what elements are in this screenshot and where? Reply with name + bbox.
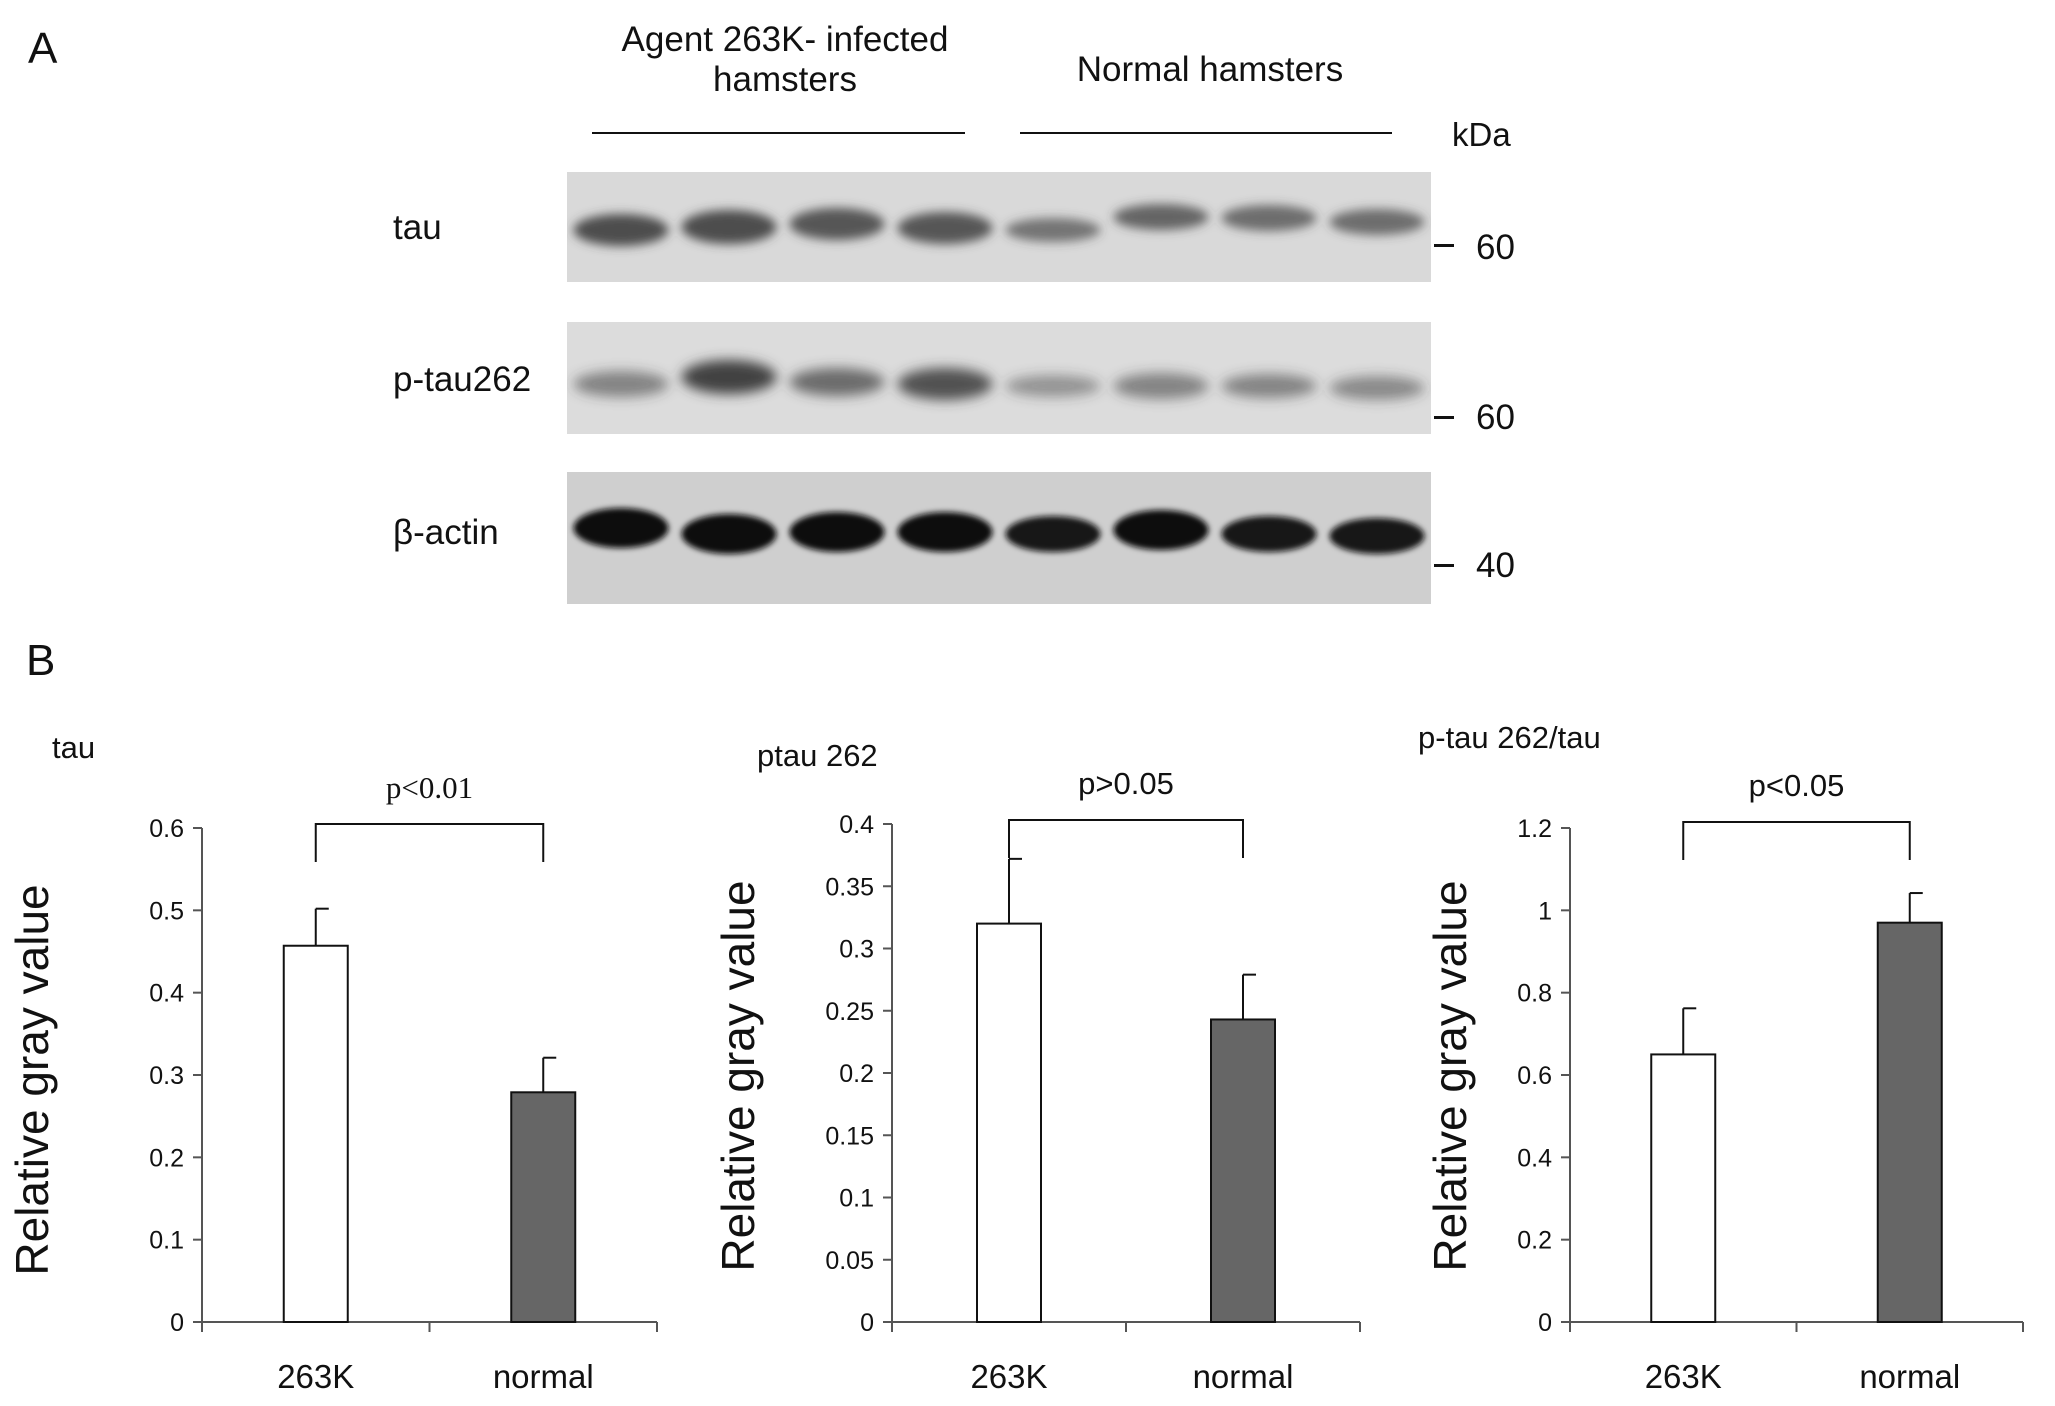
y-tick-label: 0.2: [149, 1144, 184, 1172]
group-line-infected: [592, 132, 965, 134]
significance-label: p>0.05: [1078, 766, 1174, 801]
x-category-label: 263K: [970, 1358, 1047, 1395]
y-tick-label: 0.5: [149, 897, 184, 925]
blot-band: [897, 368, 993, 400]
blot-band: [1329, 376, 1425, 400]
blot-band: [1221, 516, 1317, 552]
y-tick-label: 0.6: [149, 815, 184, 843]
group-label-infected: Agent 263K- infected hamsters: [565, 20, 1005, 100]
bar-normal: [1210, 1018, 1276, 1323]
blot-band: [897, 212, 993, 244]
marker-label-actin: 40: [1476, 546, 1515, 585]
blot-band: [681, 360, 777, 394]
y-tick-label: 0.2: [1517, 1227, 1552, 1255]
kda-label: kDa: [1452, 116, 1511, 153]
bar-charts: tau Relative gray value 0 0.1 0.2 0.3 0.4 0.5 0.…: [6, 720, 2024, 1395]
group-label-normal: Normal hamsters: [1076, 50, 1344, 89]
blot-band: [681, 210, 777, 244]
blot-band: [1113, 510, 1209, 550]
marker-tick-tau: [1434, 244, 1454, 247]
blot-ptau262: [567, 322, 1431, 439]
y-tick-label: 0.3: [149, 1062, 184, 1090]
blot-band: [1329, 209, 1425, 235]
y-tick-label: 0.1: [839, 1185, 874, 1213]
blot-tau-image: [567, 172, 1431, 282]
row-label-ptau262: p-tau262: [393, 360, 532, 399]
y-tick-label: 0.4: [1517, 1144, 1552, 1172]
x-category-label: normal: [1859, 1358, 1960, 1395]
bar-normal: [510, 1091, 577, 1324]
blot-ptau262-image: [567, 322, 1431, 434]
group-label-infected-line2: hamsters: [713, 60, 857, 99]
chart-3: p-tau 262/tau Relative gray value 0 0.2 0.4 0…: [1418, 720, 2024, 1395]
blot-band: [789, 512, 885, 552]
blot-tau: [567, 172, 1431, 287]
marker-label-ptau262: 60: [1476, 398, 1515, 437]
blot-band: [1329, 518, 1425, 554]
y-tick-label: 0.3: [839, 936, 874, 964]
bar-263K: [1650, 1053, 1717, 1323]
blot-band: [573, 371, 669, 397]
y-axis-label: Relative gray value: [712, 880, 764, 1271]
blot-band: [1221, 205, 1317, 231]
bar-263K: [282, 944, 349, 1323]
chart-2: ptau 262 Relative gray value 0 0.05 0.1 0.15 0…: [712, 738, 1361, 1395]
blot-band: [573, 214, 669, 246]
y-axis-label: Relative gray value: [6, 884, 58, 1275]
y-tick-label: 0.6: [1517, 1062, 1552, 1090]
y-tick-label: 1: [1538, 897, 1552, 925]
y-tick-label: 1.2: [1517, 815, 1552, 843]
y-tick-label: 0: [170, 1309, 184, 1337]
y-tick-label: 0.15: [825, 1122, 874, 1150]
y-tick-label: 0.8: [1517, 980, 1552, 1008]
y-tick-label: 0.35: [825, 873, 874, 901]
y-tick-label: 0: [1538, 1309, 1552, 1337]
y-tick-label: 0: [860, 1309, 874, 1337]
bar-263K: [976, 922, 1042, 1323]
blot-actin-image: [567, 472, 1431, 604]
significance-bracket: [1008, 819, 1244, 858]
group-label-infected-line1: Agent 263K- infected: [621, 20, 949, 59]
y-tick-label: 0.4: [839, 811, 874, 839]
marker-tick-actin: [1434, 564, 1454, 567]
y-tick-label: 0.4: [149, 980, 184, 1008]
significance-bracket: [1682, 821, 1911, 860]
row-label-tau: tau: [393, 208, 442, 247]
group-line-normal: [1020, 132, 1392, 134]
blot-band: [1005, 375, 1101, 397]
blot-actin: [567, 472, 1431, 609]
blot-band: [789, 208, 885, 240]
chart-1: tau Relative gray value 0 0.1 0.2 0.3 0.4 0.5 0.…: [6, 730, 658, 1395]
y-tick-label: 0.25: [825, 998, 874, 1026]
chart-title: ptau 262: [757, 738, 878, 773]
blot-band: [1113, 204, 1209, 230]
x-category-label: normal: [493, 1358, 594, 1395]
significance-label: p<0.05: [1749, 768, 1845, 803]
blot-band: [1221, 374, 1317, 398]
y-tick-label: 0.05: [825, 1247, 874, 1275]
x-category-label: 263K: [277, 1358, 354, 1395]
blot-band: [1113, 373, 1209, 399]
blot-band: [1005, 218, 1101, 242]
x-category-label: normal: [1193, 1358, 1294, 1395]
y-tick-label: 0.1: [149, 1227, 184, 1255]
chart-title: p-tau 262/tau: [1418, 720, 1601, 755]
x-category-label: 263K: [1645, 1358, 1722, 1395]
y-tick-label: 0.2: [839, 1060, 874, 1088]
bar-normal: [1876, 921, 1943, 1323]
chart-title: tau: [52, 730, 95, 765]
blot-band: [789, 368, 885, 396]
row-label-actin: β-actin: [393, 513, 499, 552]
panel-a-label: A: [28, 24, 58, 73]
blot-band: [897, 512, 993, 552]
marker-label-tau: 60: [1476, 228, 1515, 267]
blot-band: [1005, 516, 1101, 552]
marker-tick-ptau262: [1434, 416, 1454, 419]
blot-band: [681, 514, 777, 554]
blot-band: [573, 508, 669, 548]
significance-bracket: [314, 823, 545, 862]
y-axis-label: Relative gray value: [1424, 880, 1476, 1271]
significance-label: p<0.01: [386, 770, 473, 805]
panel-b-label: B: [26, 636, 56, 685]
